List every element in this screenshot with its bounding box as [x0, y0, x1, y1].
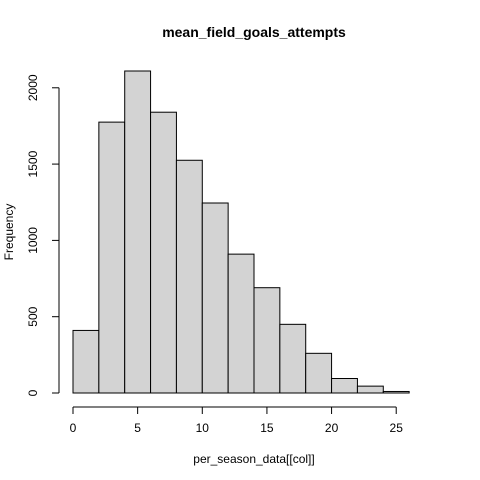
- y-tick-label: 0: [26, 389, 40, 396]
- histogram-bar: [331, 378, 358, 394]
- y-tick-label: 1000: [26, 227, 40, 254]
- histogram-bar: [98, 121, 126, 394]
- y-tick-label: 500: [26, 306, 40, 326]
- x-tick-label: 20: [325, 421, 339, 435]
- histogram-bar: [72, 329, 100, 394]
- histogram-bar: [356, 385, 384, 394]
- y-tick-label: 1500: [26, 150, 40, 177]
- chart-title: mean_field_goals_attempts: [162, 24, 346, 40]
- histogram-bar: [382, 390, 410, 394]
- histogram-bar: [253, 287, 281, 394]
- histogram-bar: [227, 253, 255, 394]
- x-axis: 0 5 10 15 20 25: [70, 406, 404, 435]
- y-tick-label: 2000: [26, 74, 40, 101]
- histogram-bar: [279, 323, 307, 394]
- x-tick-label: 15: [260, 421, 274, 435]
- y-axis: 0 500 1000 1500 2000: [26, 74, 60, 396]
- histogram-bar: [201, 202, 229, 394]
- x-tick-label: 25: [390, 421, 404, 435]
- x-tick-label: 10: [196, 421, 210, 435]
- x-tick-label: 0: [70, 421, 77, 435]
- x-tick-label: 5: [134, 421, 141, 435]
- histogram-bar: [175, 159, 203, 394]
- bars-group: [72, 70, 410, 394]
- x-axis-label: per_season_data[[col]]: [193, 452, 314, 466]
- histogram-bar: [150, 111, 177, 394]
- histogram-bar: [124, 70, 152, 394]
- histogram-bar: [305, 352, 333, 394]
- y-axis-label: Frequency: [2, 204, 16, 261]
